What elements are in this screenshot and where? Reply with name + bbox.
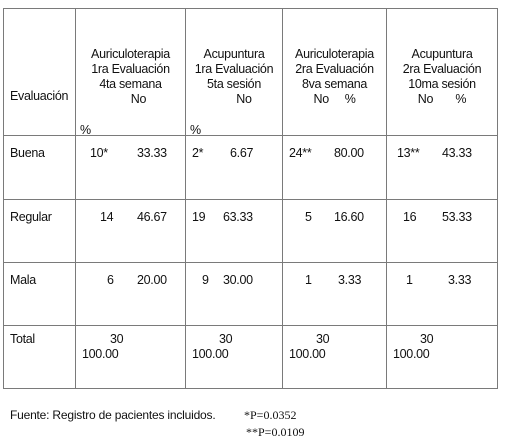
header-line: 5ta sesión	[207, 77, 261, 91]
percent-value: 63.33	[223, 210, 253, 224]
row-label: Total	[10, 332, 35, 346]
significance-note-1: *P=0.0352	[244, 408, 297, 422]
data-cell: 10* 33.33	[75, 135, 186, 200]
count-value: 14	[100, 210, 114, 224]
header-line: 8va semana	[301, 77, 368, 91]
percent-value: 33.33	[137, 146, 167, 160]
header-line: No %	[417, 92, 467, 106]
percent-label: %	[190, 123, 201, 137]
percent-value: 100.00	[82, 347, 119, 361]
header-line: 2ra Evaluación	[402, 62, 482, 76]
table-total-row: Total 30 100.00 30 100.00 30 100.00 30 1…	[3, 325, 498, 389]
total-cell: 30 100.00	[185, 325, 283, 389]
count-value: 2*	[192, 146, 204, 160]
data-cell: 1 3.33	[282, 262, 387, 326]
percent-value: 20.00	[137, 273, 167, 287]
count-value: 30	[219, 332, 233, 346]
data-cell: 2* 6.67	[185, 135, 283, 200]
data-cell: 14 46.67	[75, 199, 186, 263]
header-line: Acupuntura	[411, 47, 473, 61]
header-group-4: Acupuntura 2ra Evaluación 10ma sesión No…	[386, 8, 498, 136]
row-label-cell: Regular	[3, 199, 76, 263]
percent-value: 3.33	[448, 273, 472, 287]
percent-value: 80.00	[334, 146, 364, 160]
percent-value: 53.33	[442, 210, 472, 224]
data-cell: 5 16.60	[282, 199, 387, 263]
count-value: 13**	[397, 146, 420, 160]
count-value: 10*	[90, 146, 108, 160]
row-label: Buena	[10, 146, 45, 160]
percent-value: 100.00	[192, 347, 229, 361]
header-line: Auriculoterapia	[295, 47, 374, 61]
count-value: 19	[192, 210, 206, 224]
table-row: Regular 14 46.67 19 63.33 5 16.60 16 53.…	[3, 199, 498, 263]
header-line: No	[130, 92, 147, 106]
header-line: Auriculoterapia	[91, 47, 170, 61]
header-line: 10ma sesión	[408, 77, 476, 91]
header-line: 1ra Evaluación	[194, 62, 274, 76]
total-cell: 30 100.00	[282, 325, 387, 389]
percent-value: 16.60	[334, 210, 364, 224]
source-note: Fuente: Registro de pacientes incluidos.	[10, 408, 216, 422]
count-value: 16	[403, 210, 417, 224]
header-group-3: Auriculoterapia 2ra Evaluación 8va seman…	[282, 8, 387, 136]
percent-value: 43.33	[442, 146, 472, 160]
count-value: 6	[107, 273, 114, 287]
count-value: 1	[305, 273, 312, 287]
percent-label: %	[80, 123, 91, 137]
percent-value: 30.00	[223, 273, 253, 287]
data-cell: 6 20.00	[75, 262, 186, 326]
count-value: 30	[316, 332, 330, 346]
count-value: 1	[406, 273, 413, 287]
evaluation-column-label: Evaluación	[10, 89, 69, 103]
row-label-cell: Buena	[3, 135, 76, 200]
count-value: 24**	[289, 146, 312, 160]
percent-value: 46.67	[137, 210, 167, 224]
data-cell: 13** 43.33	[386, 135, 498, 200]
header-line: 4ta semana	[99, 77, 162, 91]
percent-value: 100.00	[393, 347, 430, 361]
header-line: Acupuntura	[203, 47, 265, 61]
data-cell: 19 63.33	[185, 199, 283, 263]
total-cell: 30 100.00	[75, 325, 186, 389]
results-table: Evaluación Auriculoterapia 1ra Evaluació…	[3, 8, 498, 389]
count-value: 30	[420, 332, 434, 346]
total-cell: 30 100.00	[386, 325, 498, 389]
header-line: No %	[313, 92, 356, 106]
table-header-row: Evaluación Auriculoterapia 1ra Evaluació…	[3, 8, 498, 137]
percent-value: 3.33	[338, 273, 362, 287]
header-group-1: Auriculoterapia 1ra Evaluación 4ta seman…	[75, 8, 186, 137]
data-cell: 16 53.33	[386, 199, 498, 263]
header-line: 2ra Evaluación	[295, 62, 374, 76]
count-value: 5	[305, 210, 312, 224]
data-cell: 9 30.00	[185, 262, 283, 326]
data-cell: 1 3.33	[386, 262, 498, 326]
header-corner-cell: Evaluación	[3, 8, 76, 136]
percent-value: 100.00	[289, 347, 326, 361]
table-row: Mala 6 20.00 9 30.00 1 3.33 1 3.33	[3, 262, 498, 326]
row-label-cell: Total	[3, 325, 76, 389]
table-row: Buena 10* 33.33 2* 6.67 24** 80.00 13** …	[3, 135, 498, 200]
row-label: Regular	[10, 210, 52, 224]
header-line: No	[236, 92, 252, 106]
header-line: 1ra Evaluación	[91, 62, 170, 76]
row-label-cell: Mala	[3, 262, 76, 326]
percent-value: 6.67	[230, 146, 254, 160]
significance-note-2: **P=0.0109	[246, 425, 305, 439]
count-value: 9	[202, 273, 209, 287]
row-label: Mala	[10, 273, 36, 287]
data-cell: 24** 80.00	[282, 135, 387, 200]
count-value: 30	[110, 332, 124, 346]
header-group-2: Acupuntura 1ra Evaluación 5ta sesión No …	[185, 8, 283, 137]
